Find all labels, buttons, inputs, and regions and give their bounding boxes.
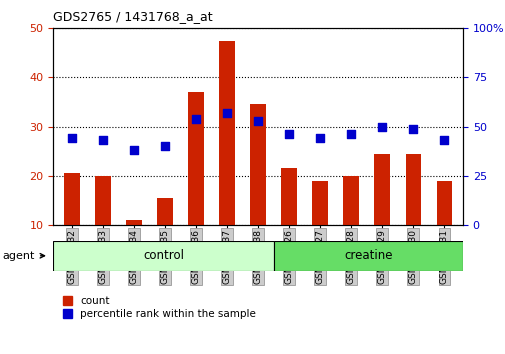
Text: agent: agent <box>3 251 44 261</box>
Bar <box>343 176 358 225</box>
Point <box>98 137 107 143</box>
Bar <box>281 168 296 225</box>
Bar <box>64 173 79 225</box>
Point <box>130 147 138 153</box>
Bar <box>157 198 172 225</box>
Bar <box>312 181 327 225</box>
Bar <box>219 41 234 225</box>
Point <box>161 143 169 149</box>
Text: control: control <box>143 249 184 262</box>
Point <box>284 132 292 137</box>
Bar <box>53 241 273 271</box>
Point <box>409 126 417 131</box>
Point <box>346 132 355 137</box>
Bar <box>374 154 389 225</box>
Bar <box>126 220 141 225</box>
Text: creatine: creatine <box>343 249 392 262</box>
Point <box>254 118 262 124</box>
Bar <box>273 241 462 271</box>
Bar <box>436 181 451 225</box>
Legend: count, percentile rank within the sample: count, percentile rank within the sample <box>58 292 260 324</box>
Point <box>316 136 324 141</box>
Point <box>68 136 76 141</box>
Point <box>191 116 199 121</box>
Point <box>377 124 385 129</box>
Point <box>439 137 447 143</box>
Bar <box>250 104 265 225</box>
Bar <box>188 92 204 225</box>
Text: GDS2765 / 1431768_a_at: GDS2765 / 1431768_a_at <box>53 10 212 23</box>
Bar <box>95 176 111 225</box>
Bar <box>405 154 420 225</box>
Point <box>223 110 231 116</box>
